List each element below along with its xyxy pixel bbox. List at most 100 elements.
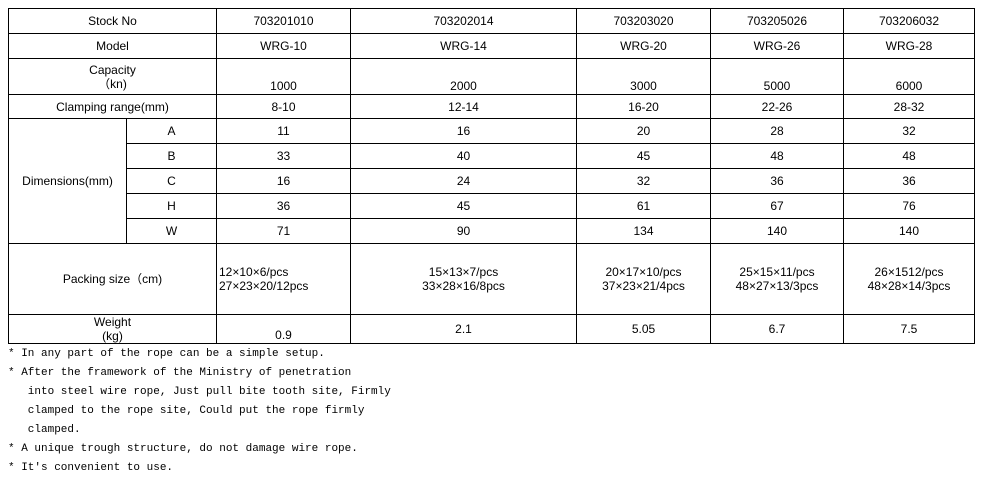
- capacity-label: Capacity: [89, 62, 136, 77]
- packing-box: 33×28×16/8pcs: [422, 279, 505, 293]
- packing-box: 48×28×14/3pcs: [867, 279, 951, 293]
- table-cell: 32: [843, 118, 975, 144]
- table-cell: 32: [576, 168, 711, 194]
- note-line: * In any part of the rope can be a simpl…: [8, 348, 325, 360]
- table-cell: 24: [350, 168, 577, 194]
- table-cell: 33: [216, 143, 351, 169]
- packing-unit: 20×17×10/pcs: [605, 265, 682, 279]
- packing-box: 48×27×13/3pcs: [735, 279, 819, 293]
- table-cell: 26×1512/pcs 48×28×14/3pcs: [843, 243, 975, 315]
- table-cell: 36: [710, 168, 844, 194]
- table-cell: 16-20: [576, 94, 711, 119]
- table-cell: 25×15×11/pcs 48×27×13/3pcs: [710, 243, 844, 315]
- table-cell: 134: [576, 218, 711, 244]
- dimension-key: A: [126, 118, 217, 144]
- table-cell: 703205026: [710, 8, 844, 34]
- row-weight: Weight (kg) 0.9 2.1 5.05 6.7 7.5: [8, 314, 975, 344]
- row-label: Model: [8, 33, 217, 59]
- table-cell: 0.9: [216, 314, 351, 344]
- table-cell: 36: [843, 168, 975, 194]
- table-cell: 61: [576, 193, 711, 219]
- capacity-unit: （kn): [98, 76, 127, 91]
- note-line: clamped.: [8, 424, 81, 436]
- table-cell: 15×13×7/pcs 33×28×16/8pcs: [350, 243, 577, 315]
- table-cell: 8-10: [216, 94, 351, 119]
- table-cell: 16: [350, 118, 577, 144]
- feature-notes: * In any part of the rope can be a simpl…: [8, 345, 391, 478]
- packing-unit: 12×10×6/pcs: [219, 265, 289, 279]
- table-cell: 20: [576, 118, 711, 144]
- table-cell: 11: [216, 118, 351, 144]
- note-line: * It's convenient to use.: [8, 462, 174, 474]
- table-cell: 703202014: [350, 8, 577, 34]
- note-line: * A unique trough structure, do not dama…: [8, 443, 358, 455]
- table-cell: 703201010: [216, 8, 351, 34]
- table-cell: 28-32: [843, 94, 975, 119]
- table-cell: 140: [843, 218, 975, 244]
- table-cell: 703206032: [843, 8, 975, 34]
- table-cell: 2.1: [350, 314, 577, 344]
- table-cell: 22-26: [710, 94, 844, 119]
- packing-unit: 25×15×11/pcs: [739, 265, 815, 279]
- row-packing-size: Packing size（cm) 12×10×6/pcs 27×23×20/12pc…: [8, 243, 975, 315]
- row-clamping-range: Clamping range(mm) 8-10 12-14 16-20 22-26 28-…: [8, 94, 975, 119]
- table-cell: 20×17×10/pcs 37×23×21/4pcs: [576, 243, 711, 315]
- row-label: Weight (kg): [8, 314, 217, 344]
- packing-unit: 15×13×7/pcs: [428, 265, 499, 279]
- row-dimension: Dimensions(mm) A 11 16 20 28 32: [8, 118, 975, 244]
- table-cell: 90: [350, 218, 577, 244]
- table-cell: 12×10×6/pcs 27×23×20/12pcs: [216, 243, 351, 315]
- table-cell: WRG-28: [843, 33, 975, 59]
- row-stock-no: Stock No 703201010 703202014 703203020 70320…: [8, 8, 975, 34]
- table-cell: WRG-14: [350, 33, 577, 59]
- row-label: Stock No: [8, 8, 217, 34]
- table-cell: 45: [576, 143, 711, 169]
- row-dimension: C 16 24 32 36 36: [9, 168, 975, 194]
- packing-box: 27×23×20/12pcs: [219, 279, 309, 293]
- table-cell: 6000: [843, 58, 975, 95]
- table-cell: 140: [710, 218, 844, 244]
- table-cell: 67: [710, 193, 844, 219]
- table-cell: 12-14: [350, 94, 577, 119]
- packing-unit: 26×1512/pcs: [874, 265, 944, 279]
- table-cell: 6.7: [710, 314, 844, 344]
- table-cell: 71: [216, 218, 351, 244]
- row-label: Packing size（cm): [8, 243, 217, 315]
- table-cell: WRG-10: [216, 33, 351, 59]
- table-cell: 5.05: [576, 314, 711, 344]
- table-cell: 3000: [576, 58, 711, 95]
- packing-box: 37×23×21/4pcs: [602, 279, 685, 293]
- table-cell: 28: [710, 118, 844, 144]
- table-cell: 5000: [710, 58, 844, 95]
- note-line: into steel wire rope, Just pull bite too…: [8, 386, 391, 398]
- weight-label: Weight: [93, 315, 132, 329]
- row-dimension: W 71 90 134 140 140: [9, 218, 975, 244]
- table-cell: 45: [350, 193, 577, 219]
- dimension-key: B: [126, 143, 217, 169]
- note-line: * After the framework of the Ministry of…: [8, 367, 352, 379]
- row-dimension: B 33 40 45 48 48: [9, 143, 975, 169]
- dimension-key: H: [126, 193, 217, 219]
- table-cell: WRG-20: [576, 33, 711, 59]
- weight-unit: (kg): [102, 329, 123, 343]
- row-model: Model WRG-10 WRG-14 WRG-20 WRG-26 WRG-28: [8, 33, 975, 59]
- note-line: clamped to the rope site, Could put the …: [8, 405, 365, 417]
- table-cell: 7.5: [843, 314, 975, 344]
- table-cell: 703203020: [576, 8, 711, 34]
- table-cell: WRG-26: [710, 33, 844, 59]
- dimension-key: C: [126, 168, 217, 194]
- table-cell: 36: [216, 193, 351, 219]
- row-label: Capacity （kn): [8, 58, 217, 95]
- table-cell: 16: [216, 168, 351, 194]
- table-cell: 40: [350, 143, 577, 169]
- spec-table: Stock No 703201010 703202014 703203020 70320…: [8, 8, 975, 344]
- table-cell: 48: [710, 143, 844, 169]
- row-capacity: Capacity （kn) 1000 2000 3000 5000 6000: [8, 58, 975, 95]
- row-label: Dimensions(mm): [8, 118, 127, 244]
- table-cell: 1000: [216, 58, 351, 95]
- table-cell: 2000: [350, 58, 577, 95]
- row-dimension: H 36 45 61 67 76: [9, 193, 975, 219]
- row-label: Clamping range(mm): [8, 94, 217, 119]
- table-cell: 48: [843, 143, 975, 169]
- table-cell: 76: [843, 193, 975, 219]
